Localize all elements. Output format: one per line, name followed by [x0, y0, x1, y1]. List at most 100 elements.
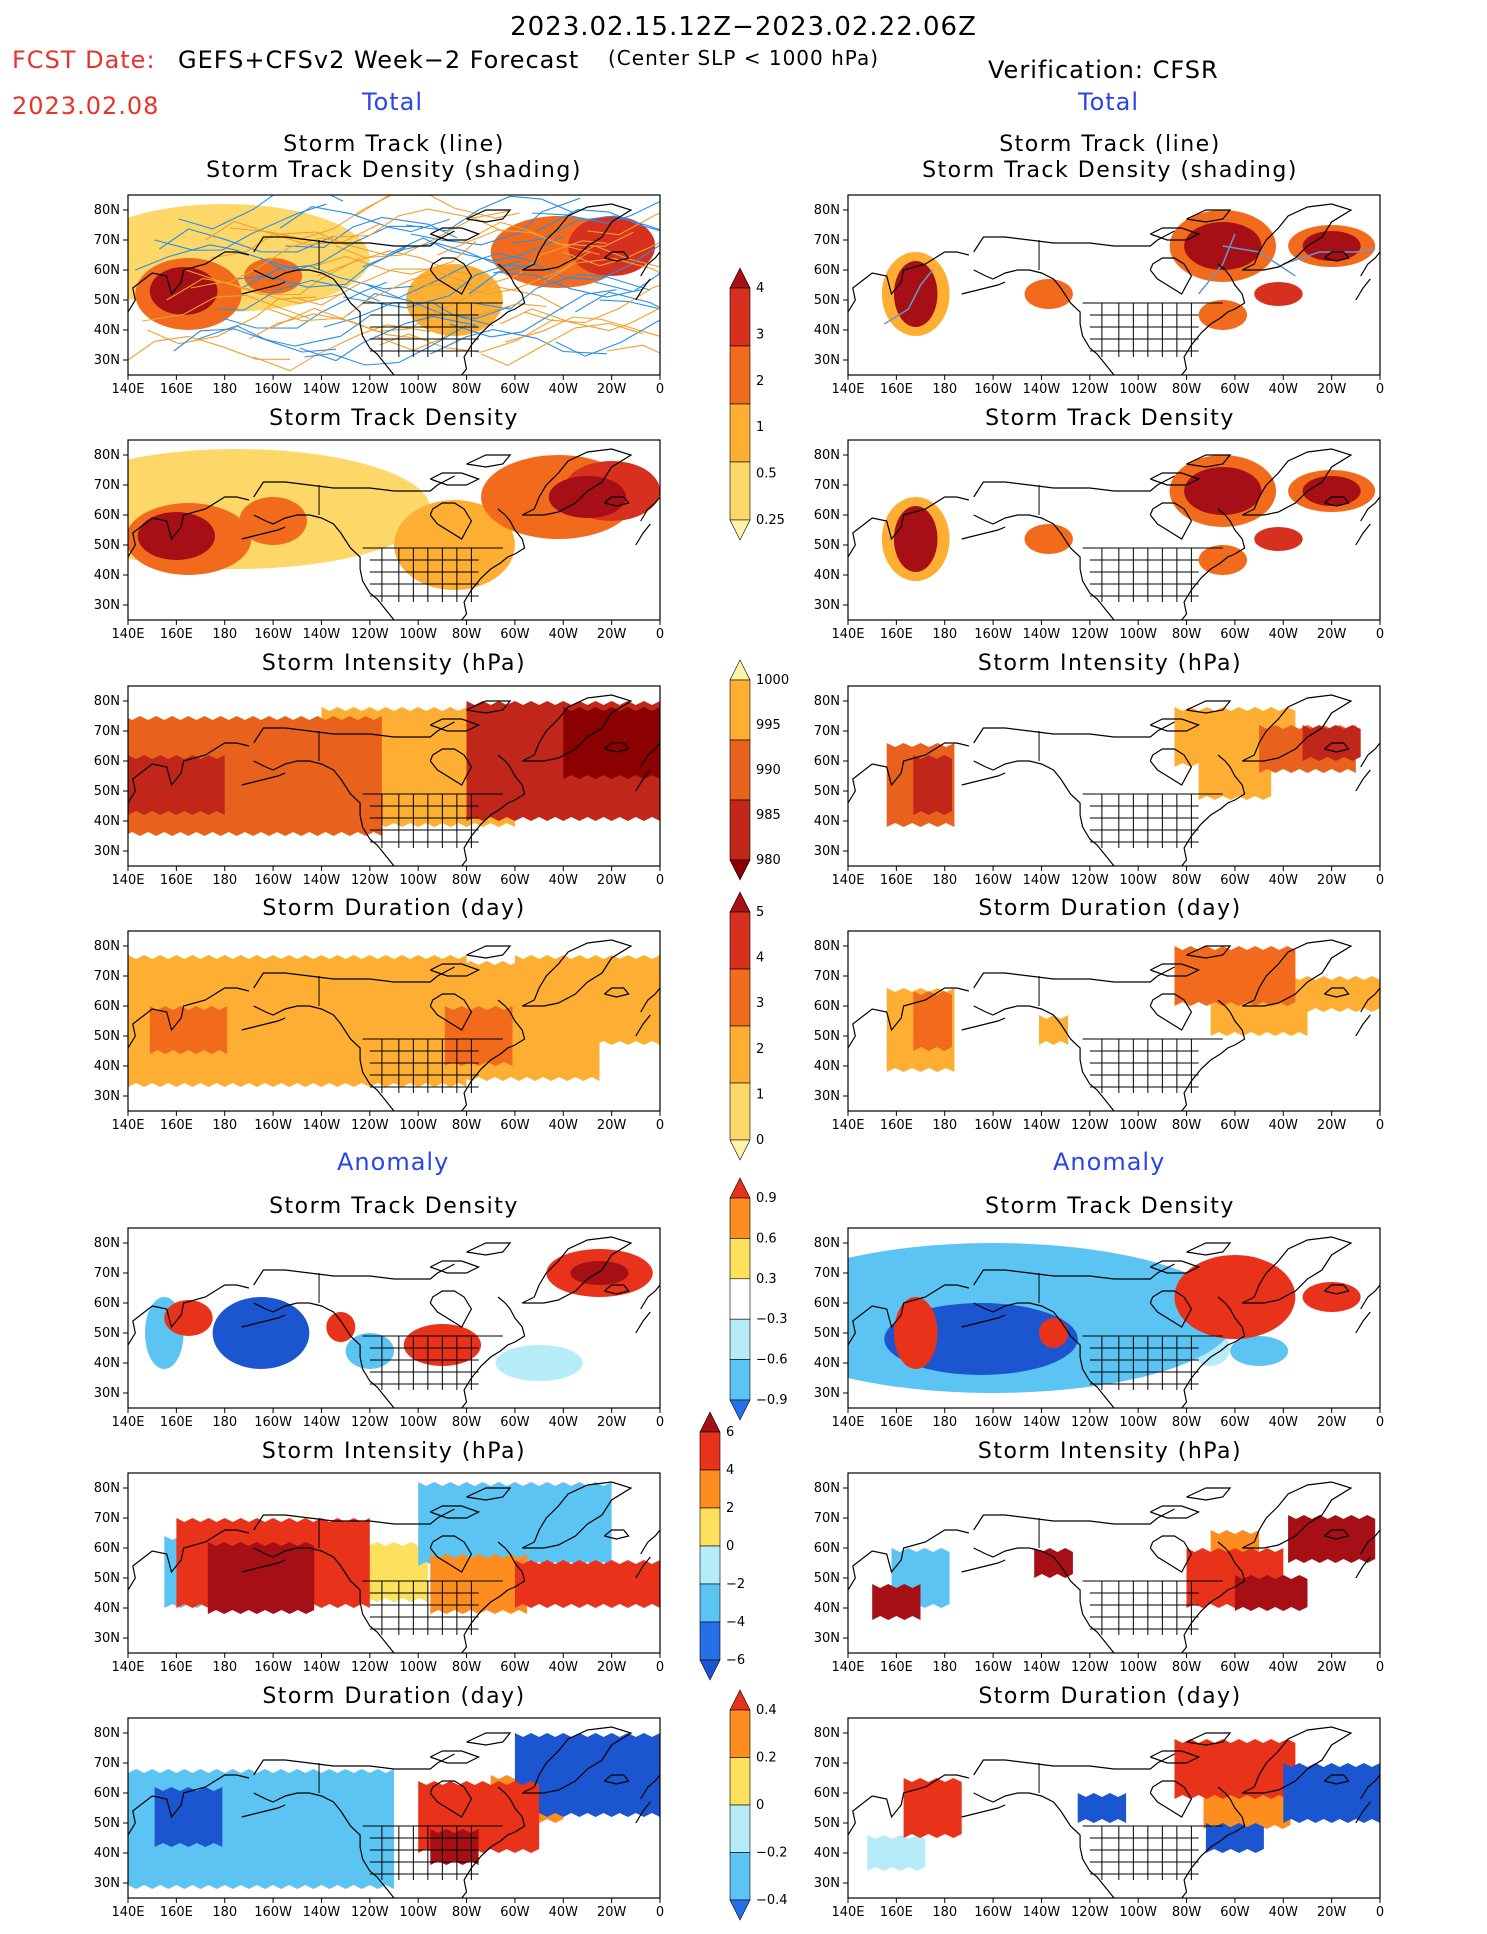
lon-tick-label: 0	[656, 382, 664, 397]
date-range-title: 2023.02.15.12Z−2023.02.22.06Z	[510, 12, 977, 42]
shade-cell	[1174, 946, 1296, 1006]
storm-track-line	[599, 299, 660, 310]
section-anomaly-left: Anomaly	[337, 1148, 450, 1176]
storm-track-line	[236, 246, 407, 288]
storm-track-line	[128, 335, 291, 361]
lat-tick-label: 70N	[814, 478, 840, 493]
lon-tick-label: 140E	[111, 1905, 144, 1920]
coastline	[466, 1242, 512, 1256]
lon-tick-label: 140W	[303, 1905, 341, 1920]
lat-tick-label: 70N	[94, 233, 120, 248]
shade-cell	[1034, 1548, 1073, 1578]
coastline	[1181, 1541, 1246, 1653]
coastline	[430, 718, 481, 732]
lon-tick-label: 120W	[351, 873, 389, 888]
storm-track-line	[331, 208, 504, 238]
coastline	[961, 281, 1006, 295]
colorbar-tick-label: −0.4	[756, 1893, 788, 1908]
lon-tick-label: 120W	[1071, 1415, 1109, 1430]
lat-tick-label: 50N	[814, 1571, 840, 1586]
coastline	[461, 754, 526, 866]
lon-tick-label: 160W	[974, 627, 1012, 642]
coastline	[1324, 1774, 1350, 1785]
lon-tick-label: 180	[212, 1118, 237, 1133]
colorbar-tick-label: 0.2	[756, 1751, 777, 1766]
coastline	[973, 721, 1175, 744]
panel-title-anom-intensity-left: Storm Intensity (hPa)	[261, 1439, 527, 1464]
storm-track-line	[437, 229, 600, 256]
shade-cell	[1283, 1763, 1380, 1823]
coastline	[521, 1236, 633, 1304]
coastline	[430, 227, 481, 241]
lon-tick-label: 140W	[303, 1118, 341, 1133]
lon-tick-label: 60W	[500, 1118, 530, 1133]
coastline	[1355, 1311, 1371, 1334]
lat-tick-label: 50N	[94, 1326, 120, 1341]
lon-tick-label: 40W	[549, 1415, 579, 1430]
lat-tick-label: 40N	[94, 1846, 120, 1861]
lon-tick-label: 60W	[500, 873, 530, 888]
storm-track-line	[594, 272, 660, 293]
coastline	[604, 496, 630, 507]
map-panel-rt2: 140E 160E 180 160W 140W 120W 100W 80W 60W 40W 20W 0…	[788, 430, 1400, 654]
lon-tick-label: 180	[212, 1415, 237, 1430]
lon-tick-label: 140W	[1023, 873, 1061, 888]
coastline	[1324, 251, 1350, 262]
lon-tick-label: 40W	[1269, 1660, 1299, 1675]
fcst-date-label: FCST Date:	[12, 46, 156, 74]
storm-track-line	[304, 324, 467, 366]
shade-cell	[149, 1006, 228, 1054]
lat-tick-label: 70N	[94, 1511, 120, 1526]
shade-blob	[568, 216, 656, 276]
lat-tick-label: 80N	[94, 1236, 120, 1251]
map-panel-rt3: 140E 160E 180 160W 140W 120W 100W 80W 60W 40W 20W 0…	[788, 676, 1400, 900]
lon-tick-label: 60W	[1220, 627, 1250, 642]
coastline	[635, 1556, 651, 1579]
lat-tick-label: 50N	[814, 293, 840, 308]
shade-blob	[394, 500, 515, 590]
lon-tick-label: 160E	[160, 1905, 193, 1920]
colorbar-tick-label: −6	[726, 1653, 745, 1668]
colorbar-tick-label: 1000	[756, 673, 789, 688]
storm-track-line	[185, 237, 354, 285]
coastline	[128, 1529, 250, 1591]
storm-track-line	[154, 203, 327, 251]
coastline	[1149, 748, 1193, 786]
lat-tick-label: 70N	[814, 1756, 840, 1771]
coastline	[1355, 1014, 1371, 1037]
panel-title-duration-left: Storm Duration (day)	[262, 896, 526, 921]
map-panel-ra2: 140E 160E 180 160W 140W 120W 100W 80W 60W 40W 20W 0…	[788, 1463, 1400, 1687]
colorbar-tick-label: 985	[756, 808, 781, 823]
coastline	[1360, 1774, 1380, 1800]
shade-blob	[244, 258, 303, 294]
coastline	[973, 1508, 1175, 1531]
coastline	[461, 1296, 526, 1408]
lon-tick-label: 40W	[549, 1118, 579, 1133]
shade-blob	[1254, 282, 1303, 306]
storm-track-line	[260, 225, 424, 273]
lon-tick-label: 160W	[974, 1905, 1012, 1920]
storm-track-line	[135, 244, 300, 271]
coastline	[430, 472, 481, 486]
storm-track-line	[410, 197, 581, 246]
storm-track-line	[217, 279, 380, 311]
lon-tick-label: 120W	[351, 382, 389, 397]
colorbar-tick-label: 4	[756, 281, 764, 296]
coastline	[1149, 993, 1193, 1031]
coastline	[430, 963, 481, 977]
shade-cell	[360, 1542, 428, 1602]
shade-cell	[1174, 1739, 1296, 1799]
coastline	[640, 496, 660, 522]
lat-tick-label: 70N	[94, 478, 120, 493]
coastline	[848, 496, 970, 558]
coastline	[1360, 1529, 1380, 1555]
coastline	[1355, 523, 1371, 546]
coastline	[640, 1284, 660, 1310]
shade-blob	[495, 1345, 583, 1381]
lon-tick-label: 120W	[351, 627, 389, 642]
lon-tick-label: 180	[932, 873, 957, 888]
colorbar-tick-label: 990	[756, 763, 781, 778]
shade-blob	[1302, 1282, 1361, 1312]
coastline	[961, 526, 1006, 540]
coastline	[466, 1732, 512, 1746]
